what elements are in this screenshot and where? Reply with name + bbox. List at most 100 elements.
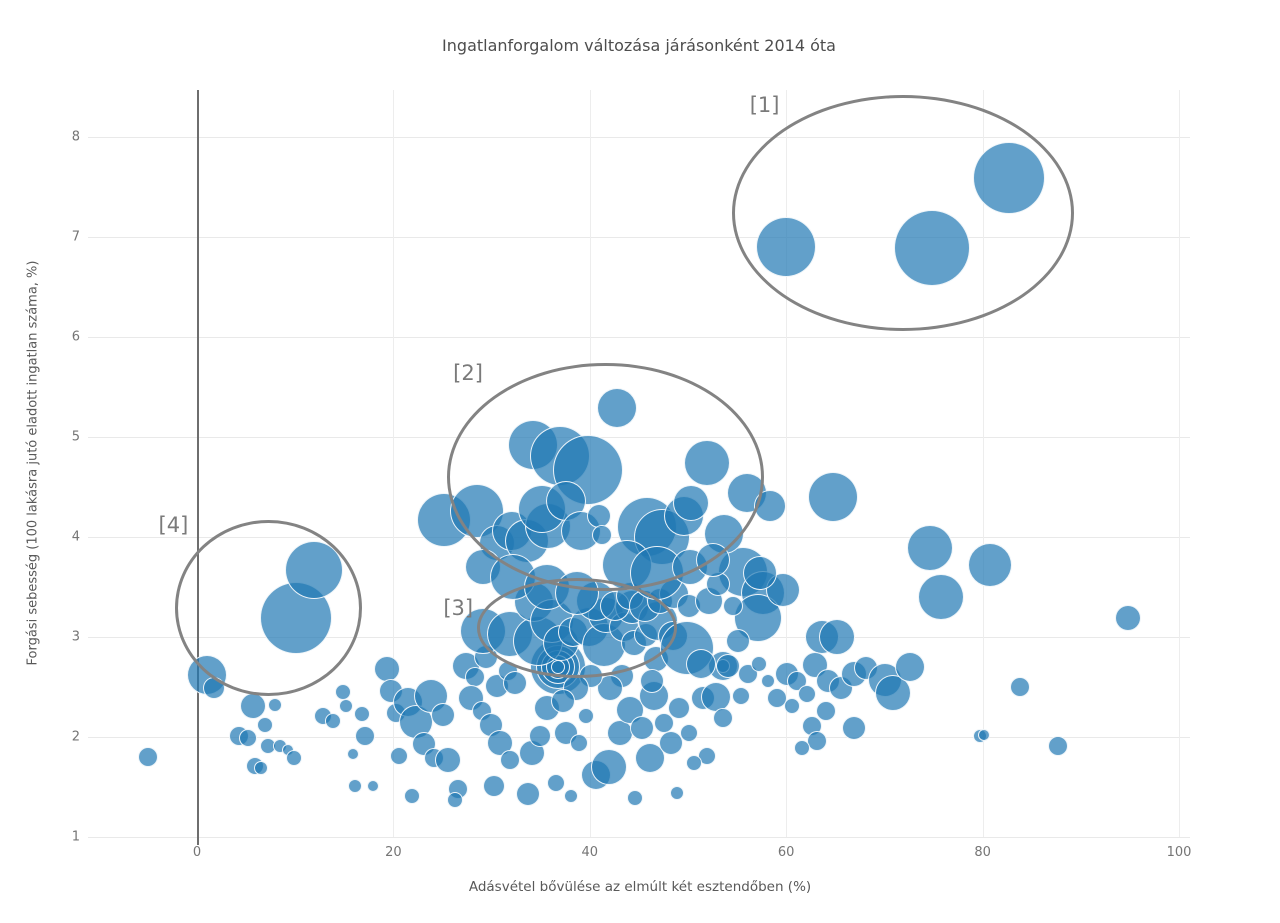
data-bubble [767, 688, 788, 708]
data-bubble [816, 701, 837, 721]
data-bubble [894, 652, 925, 682]
data-bubble [607, 720, 634, 746]
data-bubble [500, 750, 521, 770]
data-bubble [701, 682, 732, 712]
data-bubble [726, 629, 751, 653]
data-bubble [906, 525, 953, 571]
y-tick-label: 7 [71, 229, 80, 245]
data-bubble [239, 729, 258, 747]
data-bubble [447, 792, 464, 808]
data-bubble [335, 684, 352, 700]
data-bubble [569, 734, 588, 752]
data-bubble [819, 619, 856, 655]
x-tick-label: 40 [581, 845, 599, 860]
data-bubble [797, 685, 816, 703]
data-bubble [760, 674, 775, 688]
data-bubble [659, 731, 684, 755]
data-bubble [430, 703, 455, 727]
data-bubble [353, 706, 370, 722]
data-bubble [784, 698, 801, 714]
data-bubble [366, 780, 379, 792]
data-bubble [256, 717, 273, 733]
x-axis-title: Adásvétel bővülése az elmúlt két esztend… [468, 879, 812, 895]
data-bubble [464, 667, 485, 687]
x-tick-label: 80 [974, 845, 991, 860]
y-gridline [88, 337, 1190, 338]
data-bubble [1009, 677, 1030, 697]
data-bubble [348, 779, 363, 793]
data-bubble [253, 761, 268, 775]
data-bubble [808, 472, 859, 522]
data-bubble [968, 543, 1013, 587]
annotation-label: [1] [749, 93, 780, 117]
data-bubble [390, 747, 409, 765]
zero-axis-line [197, 90, 199, 845]
data-bubble [742, 556, 777, 590]
data-bubble [732, 687, 751, 705]
data-bubble [1048, 736, 1069, 756]
data-bubble [515, 782, 540, 806]
data-bubble [670, 786, 685, 800]
plot-area: [1] [2] [3] [4] [88, 90, 1190, 845]
data-bubble [1114, 605, 1141, 631]
data-bubble [723, 596, 744, 616]
data-bubble [354, 726, 375, 746]
data-bubble [435, 747, 462, 773]
x-gridline [786, 90, 788, 837]
annotation-label: [4] [158, 513, 189, 537]
x-gridline [1179, 90, 1180, 837]
x-tick-label: 20 [385, 845, 402, 860]
x-tick-label: 0 [192, 845, 202, 860]
y-gridline [88, 137, 1190, 138]
data-bubble [528, 725, 551, 747]
data-bubble [713, 708, 734, 728]
data-bubble [639, 669, 664, 693]
data-bubble [629, 716, 654, 740]
data-bubble [339, 699, 354, 713]
data-bubble [551, 689, 576, 713]
data-bubble [137, 747, 158, 767]
annotation-ellipse [476, 578, 678, 678]
data-bubble [554, 721, 579, 745]
data-bubble [482, 775, 505, 797]
y-gridline [88, 237, 1190, 238]
data-bubble [977, 729, 990, 741]
data-bubble [239, 693, 266, 719]
data-bubble [679, 724, 698, 742]
data-bubble [793, 740, 810, 756]
data-bubble [841, 716, 866, 740]
annotation-label: [3] [443, 596, 474, 620]
annotation-ellipse [175, 520, 362, 696]
y-tick-label: 1 [71, 829, 80, 845]
annotation-label: [2] [453, 361, 483, 385]
chart-title: Ingatlanforgalom változása járásonként 2… [442, 36, 836, 55]
data-bubble [750, 656, 767, 672]
data-bubble [591, 749, 628, 785]
data-bubble [564, 789, 579, 803]
y-tick-label: 5 [71, 429, 80, 445]
data-bubble [685, 649, 716, 679]
data-bubble [716, 654, 741, 678]
data-bubble [668, 697, 691, 719]
x-gridline [393, 90, 395, 837]
y-tick-label: 6 [71, 329, 80, 345]
x-tick-label: 60 [777, 845, 795, 860]
data-bubble [373, 656, 400, 682]
annotation-ellipse [732, 95, 1074, 331]
y-axis-title: Forgási sebesség (100 lakásra jutó elado… [25, 260, 41, 666]
x-gridline [982, 90, 984, 837]
data-bubble [404, 788, 421, 804]
data-bubble [577, 708, 594, 724]
data-bubble [685, 755, 702, 771]
y-tick-label: 4 [71, 529, 80, 545]
data-bubble [918, 574, 965, 620]
y-tick-label: 8 [71, 129, 80, 145]
data-bubble [267, 698, 282, 712]
data-bubble [286, 750, 303, 766]
data-bubble [626, 790, 643, 806]
y-tick-label: 3 [71, 629, 80, 645]
data-bubble [324, 713, 341, 729]
y-gridline [88, 837, 1190, 838]
data-bubble [347, 748, 360, 760]
